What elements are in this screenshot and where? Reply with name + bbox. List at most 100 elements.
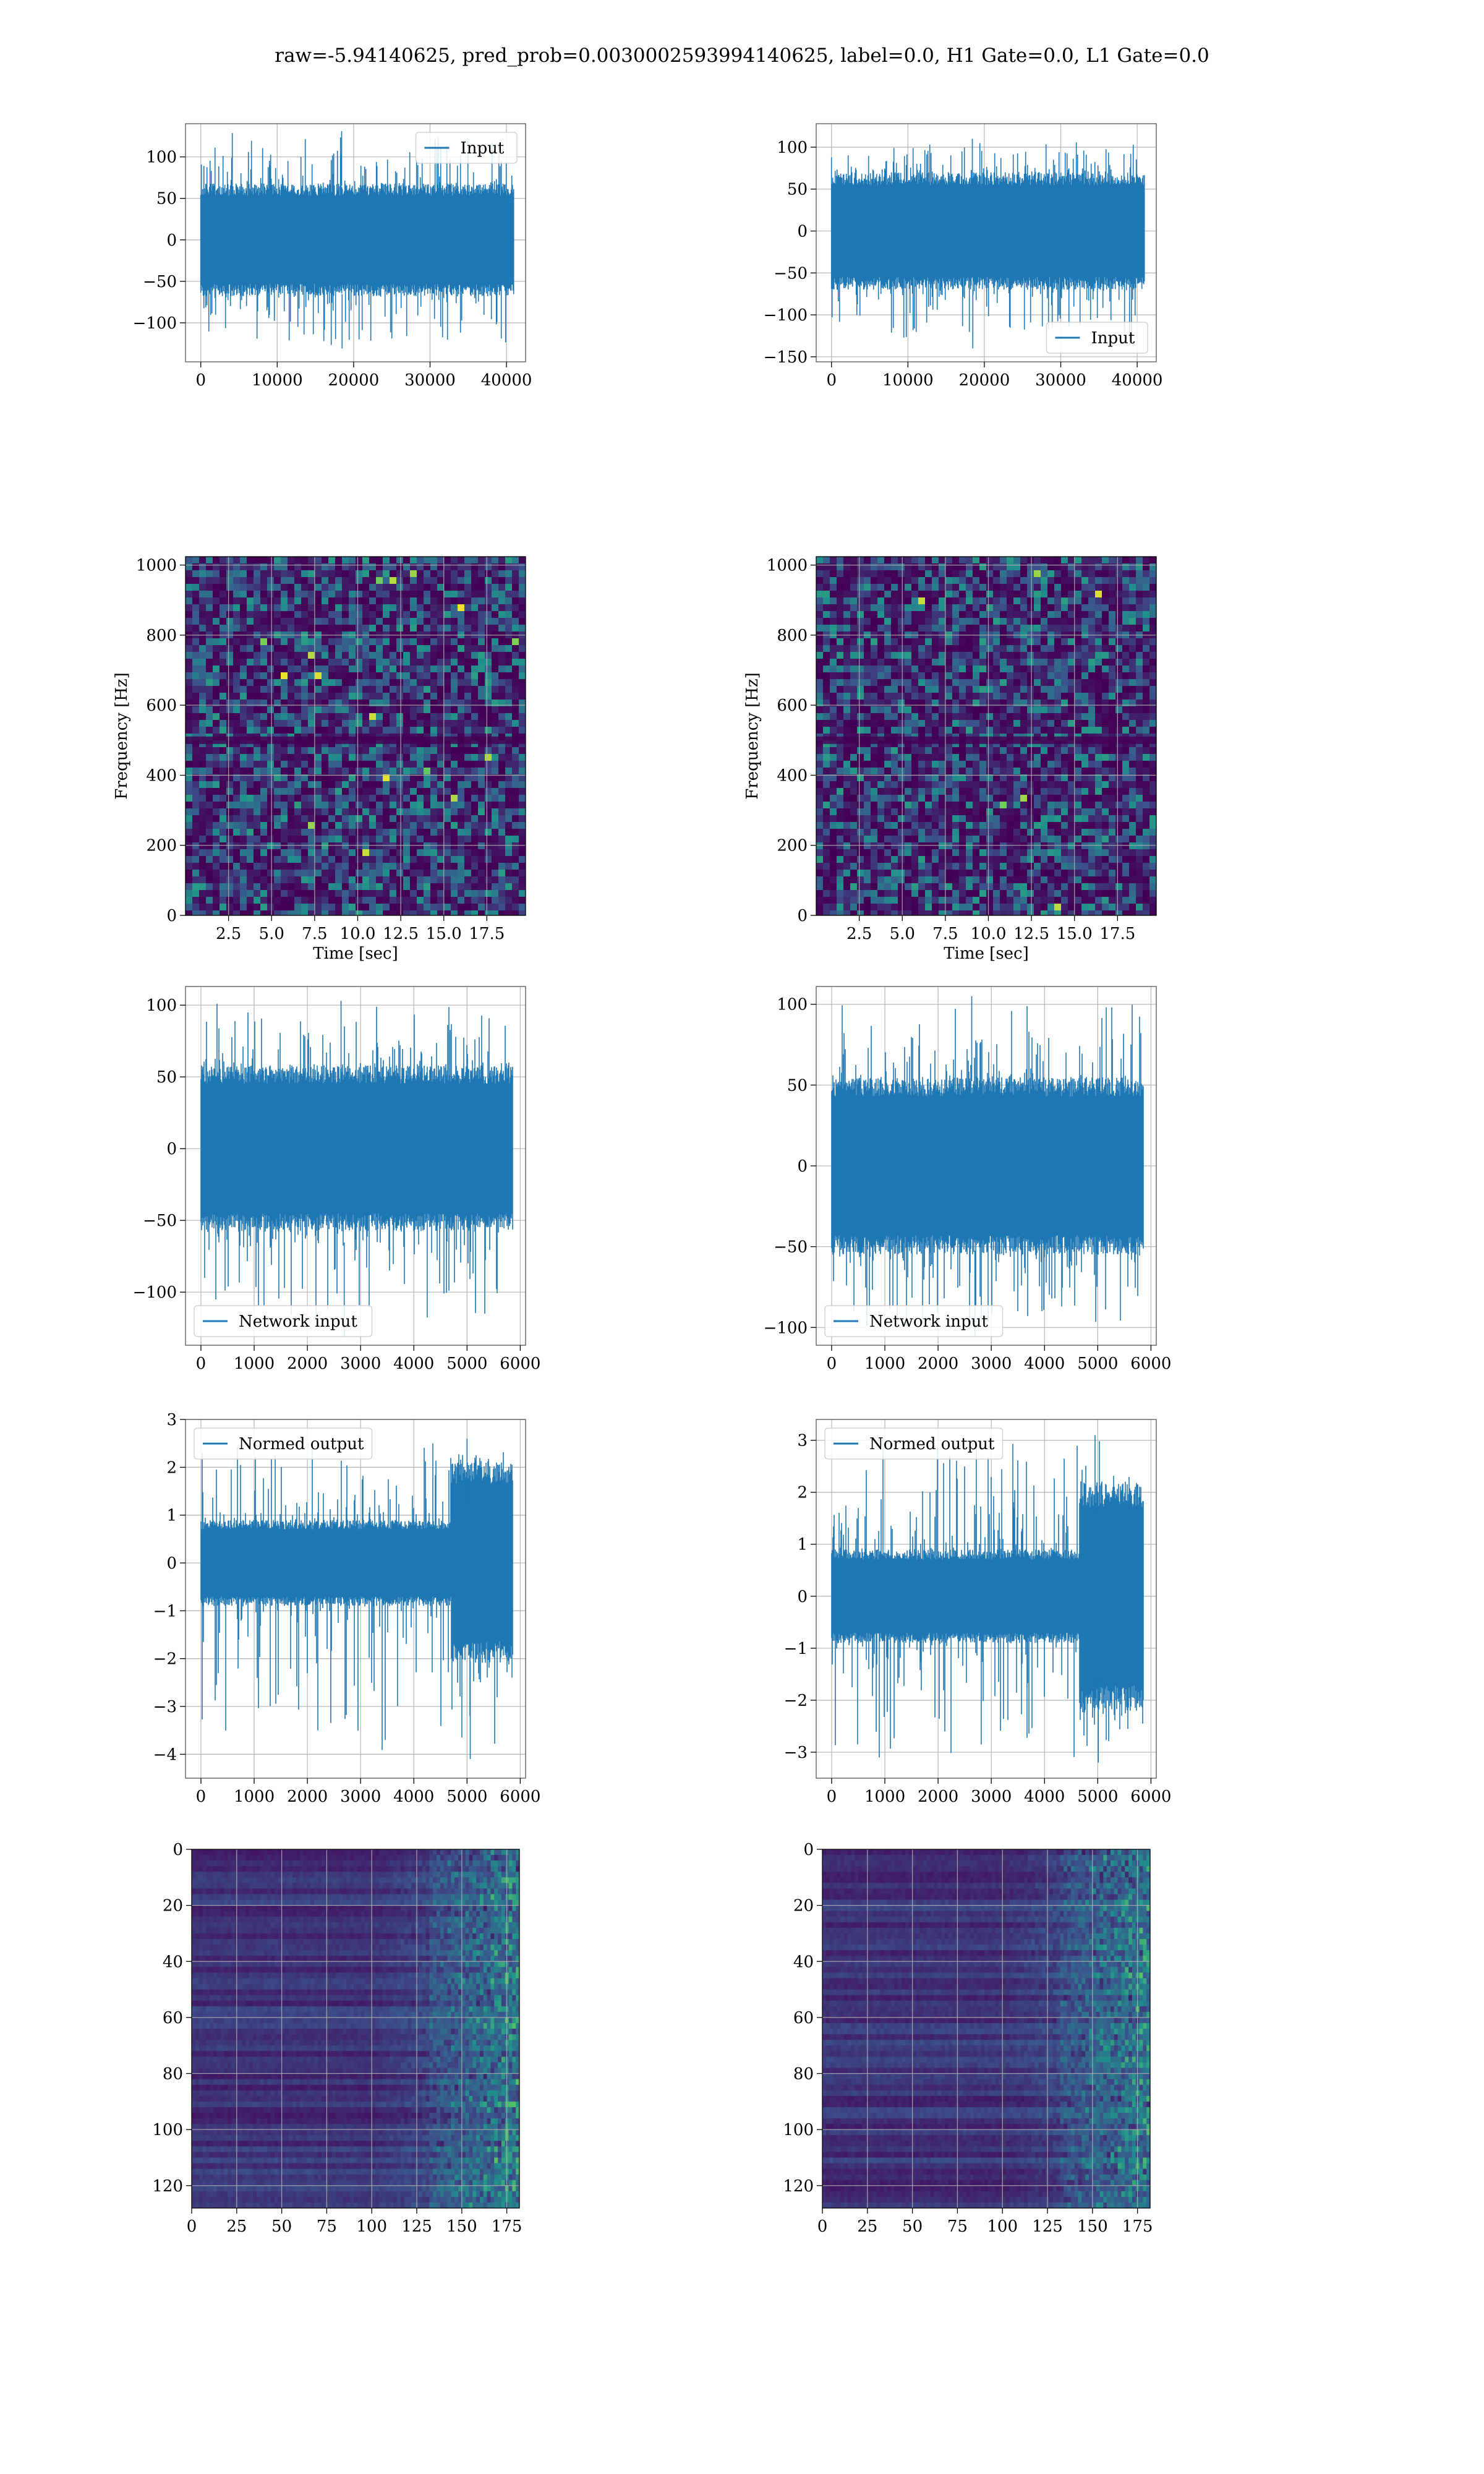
legend: Input [1046, 322, 1148, 354]
x-tick-label: 30000 [1035, 371, 1086, 390]
y-tick-label: −3 [153, 1698, 177, 1716]
y-tick-label: 100 [783, 2121, 814, 2139]
chart-r2c2: 2.5 5.0 7.5 10.0 12.5 15.0 17.5 0 200 400 600 800 10… [743, 556, 1157, 963]
figure-title: raw=-5.94140625, pred_prob=0.00300025939… [275, 45, 1209, 67]
x-tick-label: 125 [1032, 2217, 1063, 2236]
y-axis-label: Frequency [Hz] [743, 672, 762, 800]
x-tick-label: 100 [987, 2217, 1018, 2236]
heatmap-cells [186, 557, 526, 915]
x-tick-label: 1000 [234, 1787, 275, 1806]
chart-r2c1: 2.5 5.0 7.5 10.0 12.5 15.0 17.5 0 200 400 600 800 10… [113, 556, 526, 963]
y-tick-label: 100 [777, 139, 808, 157]
y-tick-label: 50 [156, 1068, 177, 1087]
x-tick-label: 125 [401, 2217, 432, 2236]
axes-frame [191, 1849, 520, 2209]
y-tick-label: 80 [163, 2065, 183, 2084]
x-tick-label: 20000 [328, 371, 380, 390]
y-tick-label: 0 [803, 1841, 814, 1859]
y-tick-label: 1 [797, 1536, 808, 1554]
chart-r1c2: 0 10000 20000 30000 40000 −150 −100 −50 0 50 100 In… [764, 123, 1162, 390]
y-tick-label: 0 [173, 1841, 183, 1859]
x-tick-label: 5.0 [890, 925, 915, 943]
heatmap-cells [822, 1849, 1150, 2208]
x-tick-label: 7.5 [932, 925, 958, 943]
chart-r3c2: 0 1000 2000 3000 4000 5000 6000 −100 −50 0 50 100 Ne… [764, 986, 1171, 1373]
y-tick-label: −1 [784, 1640, 808, 1658]
x-tick-label: 20000 [959, 371, 1010, 390]
x-tick-label: 7.5 [302, 925, 327, 943]
x-tick-label: 150 [446, 2217, 477, 2236]
legend: Input [415, 132, 518, 164]
y-tick-label: 200 [146, 837, 177, 855]
x-tick-label: 5.0 [259, 925, 284, 943]
y-tick-label: 100 [777, 996, 808, 1014]
y-tick-label: 60 [793, 2009, 814, 2027]
x-tick-label: 5000 [1077, 1355, 1118, 1373]
y-tick-label: 0 [166, 1554, 177, 1573]
y-tick-label: −50 [143, 1212, 177, 1230]
legend: Normed output [824, 1427, 1004, 1460]
x-tick-label: 10.0 [971, 925, 1007, 943]
axes-frame [185, 556, 526, 916]
legend-label: Input [461, 139, 505, 158]
y-tick-label: 100 [146, 996, 177, 1015]
legend-label: Network input [239, 1312, 357, 1331]
x-tick-label: 10000 [252, 371, 303, 390]
x-tick-label: 5000 [1077, 1787, 1118, 1806]
x-tick-label: 6000 [500, 1355, 540, 1373]
y-tick-label: 100 [152, 2121, 183, 2139]
x-tick-label: 5000 [446, 1355, 487, 1373]
y-tick-label: −50 [774, 264, 808, 283]
series-line [831, 1004, 1144, 1329]
x-tick-label: 150 [1077, 2217, 1108, 2236]
x-tick-label: 75 [317, 2217, 337, 2236]
axes-frame [822, 1849, 1151, 2209]
x-tick-label: 0 [827, 1787, 837, 1806]
series-line [831, 1439, 1144, 1758]
x-tick-label: 4000 [1024, 1787, 1065, 1806]
heatmap-cells [192, 1849, 519, 2208]
y-tick-label: 100 [146, 148, 177, 167]
y-tick-label: 0 [797, 1157, 808, 1176]
x-tick-label: 2000 [918, 1787, 958, 1806]
y-tick-label: 1000 [136, 557, 177, 575]
y-tick-label: 40 [793, 1953, 814, 1971]
heatmap-cells [816, 557, 1156, 915]
x-tick-label: 1000 [864, 1787, 905, 1806]
x-tick-label: 175 [1122, 2217, 1153, 2236]
x-tick-label: 0 [196, 1355, 207, 1373]
legend: Network input [194, 1305, 373, 1337]
x-tick-label: 3000 [971, 1355, 1012, 1373]
x-tick-label: 25 [857, 2217, 877, 2236]
x-tick-label: 2000 [918, 1355, 958, 1373]
y-tick-label: 0 [166, 1140, 177, 1158]
y-tick-label: 1 [166, 1507, 177, 1525]
chart-r3c1: 0 1000 2000 3000 4000 5000 6000 −100 −50 0 50 100 Ne… [133, 986, 540, 1373]
x-tick-label: 30000 [404, 371, 456, 390]
x-tick-label: 3000 [340, 1787, 381, 1806]
axes-frame [816, 1419, 1157, 1779]
y-tick-label: 0 [797, 1588, 808, 1606]
y-tick-label: 400 [777, 766, 808, 785]
y-tick-label: 600 [777, 696, 808, 715]
series-line [830, 142, 1145, 345]
y-tick-label: 600 [146, 696, 177, 715]
y-tick-label: −1 [153, 1602, 177, 1620]
chart-r4c1: 0 1000 2000 3000 4000 5000 6000 −4 −3 −2 −1 0 1 2 3 Nor… [153, 1411, 541, 1806]
y-tick-label: 0 [797, 223, 808, 241]
x-tick-label: 175 [492, 2217, 522, 2236]
chart-r4c2: 0 1000 2000 3000 4000 5000 6000 −3 −2 −1 0 1 2 3 Norme… [784, 1419, 1171, 1806]
legend: Network input [824, 1305, 1004, 1337]
y-tick-label: −2 [153, 1650, 177, 1669]
x-tick-label: 17.5 [469, 925, 505, 943]
x-tick-label: 10.0 [340, 925, 376, 943]
y-tick-label: 0 [166, 231, 177, 250]
x-tick-label: 12.5 [383, 925, 419, 943]
x-tick-label: 1000 [864, 1355, 905, 1373]
y-tick-label: 80 [793, 2065, 814, 2084]
x-tick-label: 50 [271, 2217, 292, 2236]
x-tick-label: 17.5 [1099, 925, 1135, 943]
x-tick-label: 4000 [393, 1355, 434, 1373]
y-tick-label: 50 [787, 1076, 808, 1095]
